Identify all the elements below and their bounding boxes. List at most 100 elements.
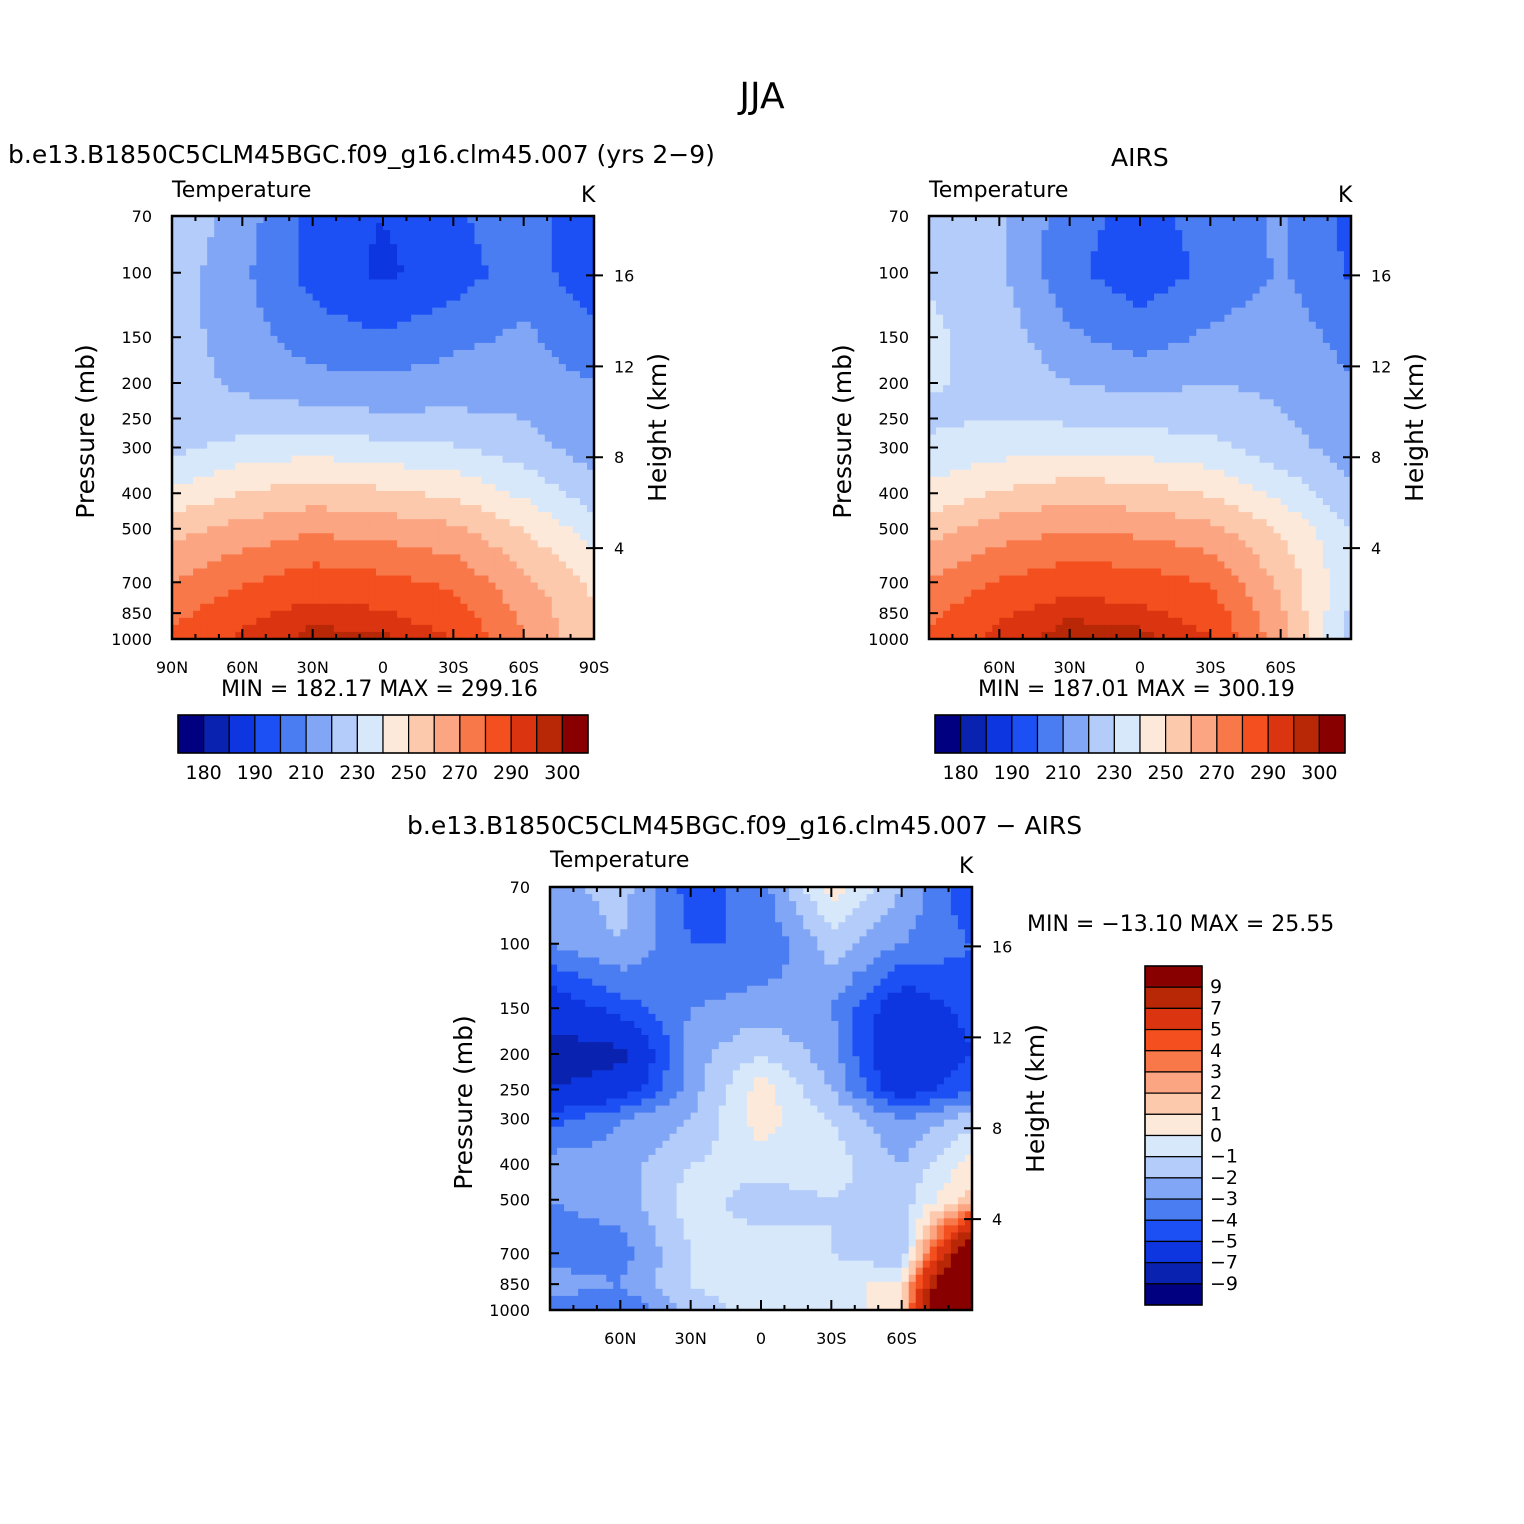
model-cell [481, 568, 490, 577]
model-cell [298, 258, 307, 266]
model-cell [579, 230, 588, 238]
model-cell [284, 526, 293, 534]
model-cell [418, 300, 426, 309]
obs-cell [1111, 237, 1120, 245]
obs-cell [1055, 300, 1064, 309]
obs-cell [1083, 349, 1092, 358]
model-cell [361, 230, 370, 238]
model-cell [453, 575, 461, 584]
model-cell [390, 307, 398, 316]
model-cell [579, 223, 588, 231]
model-cell [488, 216, 497, 224]
model-cell [221, 349, 229, 358]
model-cell [502, 406, 511, 414]
model-cell [312, 462, 321, 471]
model-cell [418, 596, 426, 605]
model-cell [516, 448, 525, 457]
model-cell [284, 610, 293, 619]
model-cell [228, 631, 236, 640]
model-cell [221, 244, 229, 252]
model-cell [551, 498, 560, 506]
model-cell [228, 490, 236, 499]
model-cell [474, 441, 483, 450]
obs-cell [1147, 251, 1155, 259]
model-cell [383, 357, 391, 365]
model-cell [347, 441, 356, 450]
model-cell [354, 568, 363, 577]
obs-cell [1308, 216, 1317, 224]
obs-cell [1104, 244, 1113, 252]
model-cell [319, 519, 328, 527]
model-cell [439, 230, 447, 238]
obs-cell [1034, 293, 1043, 302]
model-cell [242, 582, 250, 591]
model-cell [333, 314, 342, 323]
obs-cell [1210, 335, 1218, 344]
model-cell [249, 251, 257, 259]
model-cell [263, 526, 272, 534]
model-cell [502, 533, 511, 541]
obs-cell [1006, 321, 1014, 330]
model-cell [467, 279, 476, 288]
obs-cell [1055, 279, 1064, 288]
model-cell [200, 455, 208, 464]
model-cell [446, 631, 454, 640]
diff-units-label: K [959, 854, 974, 879]
obs-cell [1069, 364, 1078, 372]
model-cell [453, 328, 461, 337]
model-cell [298, 533, 307, 541]
obs-cell [1132, 314, 1141, 323]
model-cell [565, 342, 574, 351]
model-cell [228, 519, 236, 527]
model-cell [418, 519, 426, 527]
model-cell [270, 335, 279, 344]
model-cell [453, 385, 461, 393]
obs-cell [1034, 349, 1043, 358]
obs-cell [1104, 321, 1113, 330]
obs-cell [1048, 314, 1057, 323]
model-cell [235, 462, 243, 471]
model-cell [565, 307, 574, 316]
obs-cell [1168, 314, 1176, 323]
model-cell [579, 476, 588, 485]
obs-cell [1196, 335, 1204, 344]
model-cell [263, 251, 272, 259]
obs-cell [978, 357, 986, 365]
obs-cell [1097, 286, 1106, 295]
model-cell [319, 378, 328, 386]
model-cell [551, 469, 560, 478]
model-cell [347, 547, 356, 555]
model-cell [516, 519, 525, 527]
obs-cell [1132, 335, 1141, 344]
obs-cell [1154, 349, 1162, 358]
obs-cell [1224, 364, 1233, 372]
obs-cell [1231, 244, 1240, 252]
obs-cell [1062, 307, 1071, 316]
model-cell [558, 455, 567, 464]
obs-cell [1055, 328, 1064, 337]
model-cell [404, 476, 412, 485]
model-cell [523, 385, 532, 393]
obs-cell [1083, 279, 1092, 288]
model-cell [474, 448, 483, 457]
model-cell [544, 321, 553, 330]
obs-cell [1336, 321, 1345, 330]
model-cell [221, 610, 229, 619]
obs-cell [1259, 357, 1268, 365]
obs-cell [1231, 272, 1240, 281]
model-cell [565, 230, 574, 238]
model-cell [368, 448, 377, 457]
model-cell [418, 427, 426, 436]
obs-cell [1259, 314, 1268, 323]
obs-cell [964, 230, 972, 238]
model-cell [347, 258, 356, 266]
model-cell [263, 307, 272, 316]
obs-cell [1111, 307, 1120, 316]
model-cell [537, 279, 546, 288]
obs-cell [1217, 244, 1225, 252]
model-cell [439, 610, 447, 619]
model-cell [446, 349, 454, 358]
obs-cell [1083, 307, 1092, 316]
obs-cell [1161, 258, 1169, 266]
model-cell [425, 293, 433, 302]
